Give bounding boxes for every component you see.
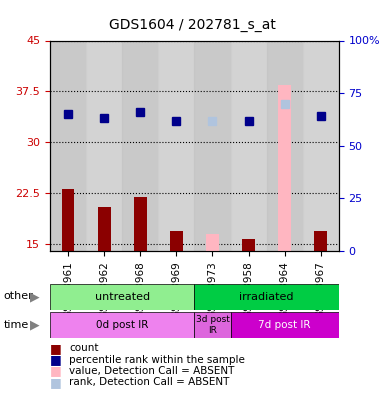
- FancyBboxPatch shape: [50, 284, 194, 310]
- Text: ■: ■: [50, 342, 62, 355]
- Bar: [303, 40, 339, 251]
- Text: time: time: [4, 320, 29, 330]
- Bar: [194, 40, 231, 251]
- Bar: [98, 207, 110, 251]
- Text: irradiated: irradiated: [239, 292, 294, 302]
- FancyBboxPatch shape: [50, 312, 194, 338]
- Bar: [50, 40, 86, 251]
- Text: percentile rank within the sample: percentile rank within the sample: [69, 355, 245, 364]
- Text: ▶: ▶: [30, 290, 39, 303]
- Text: 0d post IR: 0d post IR: [96, 320, 149, 330]
- FancyBboxPatch shape: [194, 312, 231, 338]
- Bar: [170, 231, 183, 251]
- Bar: [242, 239, 255, 251]
- Text: value, Detection Call = ABSENT: value, Detection Call = ABSENT: [69, 366, 235, 376]
- Bar: [278, 85, 291, 251]
- Bar: [62, 189, 74, 251]
- Text: untreated: untreated: [95, 292, 150, 302]
- Text: 3d post
IR: 3d post IR: [196, 315, 229, 335]
- Text: ▶: ▶: [30, 318, 39, 331]
- Text: other: other: [4, 292, 33, 301]
- Text: ■: ■: [50, 364, 62, 377]
- Bar: [206, 234, 219, 251]
- Bar: [266, 40, 303, 251]
- Text: ■: ■: [50, 376, 62, 389]
- Bar: [315, 231, 327, 251]
- Bar: [86, 40, 122, 251]
- Bar: [231, 40, 266, 251]
- Text: rank, Detection Call = ABSENT: rank, Detection Call = ABSENT: [69, 377, 230, 387]
- Text: GDS1604 / 202781_s_at: GDS1604 / 202781_s_at: [109, 18, 276, 32]
- Text: count: count: [69, 343, 99, 353]
- Text: 7d post IR: 7d post IR: [258, 320, 311, 330]
- FancyBboxPatch shape: [194, 284, 339, 310]
- Bar: [134, 197, 147, 251]
- FancyBboxPatch shape: [231, 312, 339, 338]
- Text: ■: ■: [50, 353, 62, 366]
- Bar: [122, 40, 158, 251]
- Bar: [158, 40, 194, 251]
